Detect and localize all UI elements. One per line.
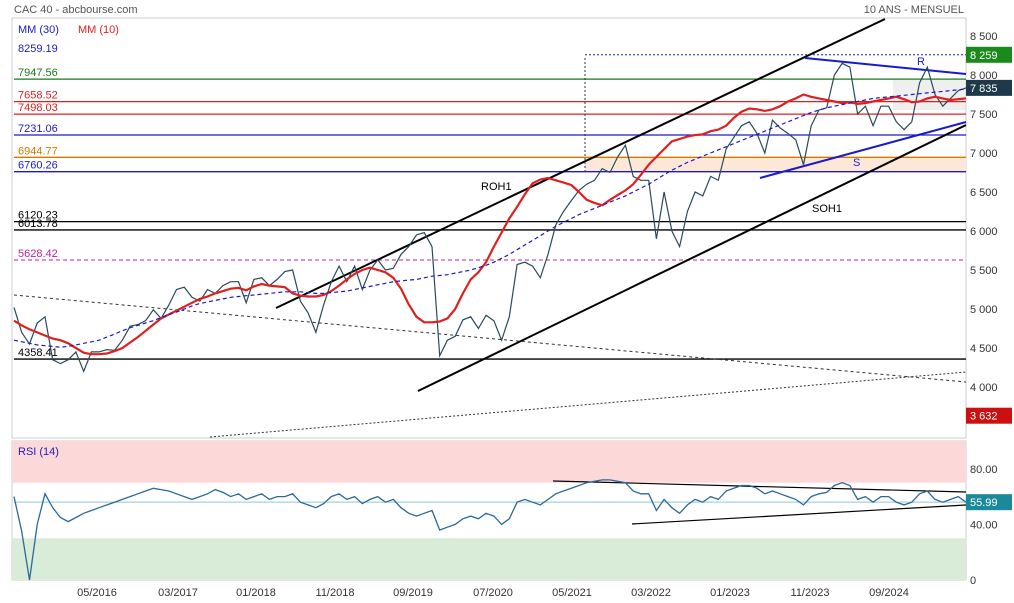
level-label-3: 7498.03 bbox=[18, 102, 58, 114]
resistance-zone bbox=[585, 157, 966, 172]
x-tick-label: 11/2018 bbox=[316, 587, 355, 599]
legend-mm10: MM (10) bbox=[78, 24, 119, 36]
x-axis: 05/2016 03/2017 01/2018 11/2018 09/2019 07/20… bbox=[77, 587, 909, 599]
level-label-6: 6760.26 bbox=[18, 160, 58, 172]
level-label-4: 7231.06 bbox=[18, 123, 58, 135]
price-axis: 8 500 8 000 7 500 7 000 6 500 6 000 5 500 5 000… bbox=[970, 31, 998, 394]
level-label-0: 8259.19 bbox=[18, 43, 58, 55]
price-panel bbox=[11, 17, 967, 439]
annotation-soh1: SOH1 bbox=[812, 203, 842, 215]
price-tick-label: 6 000 bbox=[970, 226, 998, 238]
legend-mm30: MM (30) bbox=[18, 24, 59, 36]
horizontal-levels bbox=[14, 54, 966, 360]
rsi-oversold-zone bbox=[12, 538, 966, 580]
price-tick-label: 4 500 bbox=[970, 343, 998, 355]
price-tick-label: 4 000 bbox=[970, 382, 998, 394]
price-badge-label-1: 7 835 bbox=[970, 83, 998, 95]
price-badge-label-0: 8 259 bbox=[970, 50, 998, 62]
x-tick-label: 09/2024 bbox=[869, 587, 909, 599]
level-label-8: 6013.78 bbox=[18, 218, 58, 230]
rsi-axis: 80.00 40.00 0 55.99 bbox=[966, 464, 1012, 587]
x-tick-label: 03/2017 bbox=[158, 587, 198, 599]
rsi-line bbox=[13, 479, 967, 581]
x-tick-label: 05/2021 bbox=[552, 587, 592, 599]
resistance-r-line bbox=[804, 57, 967, 75]
price-badge-label-2: 3 632 bbox=[970, 411, 998, 423]
roh1-lower-channel bbox=[417, 124, 967, 392]
x-tick-label: 05/2016 bbox=[77, 587, 117, 599]
price-badge-1 bbox=[966, 79, 1012, 96]
level-label-7: 6120.23 bbox=[18, 210, 58, 222]
annotation-roh1: ROH1 bbox=[481, 181, 512, 193]
rsi-overbought-zone bbox=[12, 441, 966, 483]
rsi-label: RSI (14) bbox=[18, 446, 59, 458]
ma30-line bbox=[13, 88, 967, 348]
level-label-5: 6944.77 bbox=[18, 145, 58, 157]
price-tick-label: 7 500 bbox=[970, 109, 998, 121]
x-tick-label: 11/2023 bbox=[791, 587, 830, 599]
x-tick-label: 09/2019 bbox=[393, 587, 433, 599]
ma10-line bbox=[13, 93, 967, 356]
instrument-title: CAC 40 - abcbourse.com bbox=[14, 4, 138, 16]
price-tick-label: 5 000 bbox=[970, 304, 998, 316]
level-label-10: 4358.41 bbox=[18, 347, 58, 359]
price-tick-label: 8 000 bbox=[970, 70, 998, 82]
long-term-support bbox=[209, 371, 967, 438]
x-tick-label: 01/2018 bbox=[236, 587, 276, 599]
price-badge-2 bbox=[966, 407, 1012, 424]
rsi-badge-label: 55.99 bbox=[970, 497, 998, 509]
level-label-2: 7658.52 bbox=[18, 90, 58, 102]
period-label: 10 ANS - MENSUEL bbox=[864, 4, 964, 16]
rsi-series-group bbox=[13, 479, 967, 581]
rsi-lower-trend bbox=[631, 504, 967, 525]
price-badge-0 bbox=[966, 46, 1012, 63]
rsi-tick-label: 0 bbox=[970, 575, 976, 587]
rsi-tick-label: 40.00 bbox=[970, 519, 998, 531]
price-series-group bbox=[13, 62, 967, 374]
price-badges: 8 259 7 835 3 632 bbox=[966, 46, 1012, 424]
support-s-line bbox=[759, 121, 967, 179]
x-tick-label: 07/2020 bbox=[473, 587, 513, 599]
price-tick-label: 5 500 bbox=[970, 265, 998, 277]
price-tick-label: 6 500 bbox=[970, 187, 998, 199]
annotation-s: S bbox=[853, 157, 860, 169]
price-line bbox=[13, 62, 967, 374]
price-tick-label: 8 500 bbox=[970, 31, 998, 43]
x-tick-label: 01/2023 bbox=[710, 587, 750, 599]
annotation-r: R bbox=[917, 56, 925, 68]
rsi-tick-label: 80.00 bbox=[970, 464, 998, 476]
level-label-1: 7947.56 bbox=[18, 67, 58, 79]
rsi-badge bbox=[966, 494, 1012, 511]
x-tick-label: 03/2022 bbox=[631, 587, 671, 599]
price-tick-label: 7 000 bbox=[970, 148, 998, 160]
level-label-9: 5628.42 bbox=[18, 248, 58, 260]
rsi-upper-trend bbox=[552, 480, 967, 493]
